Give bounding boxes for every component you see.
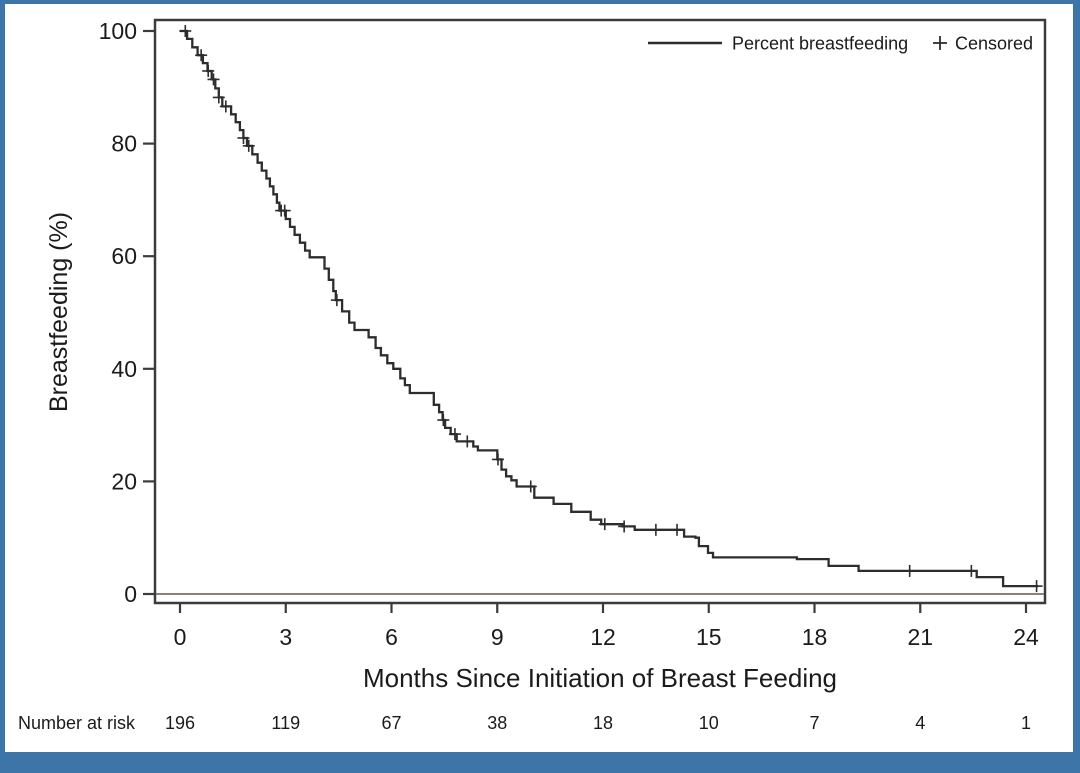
x-tick-label: 15 xyxy=(696,624,722,650)
censored-plus-icon xyxy=(933,36,947,50)
axes-layer: 0 3 6 9 12 15 18 21 24 0 20 40 60 80 100 xyxy=(99,18,1047,650)
censor-mark xyxy=(219,100,232,113)
number-at-risk-label: Number at risk xyxy=(18,713,136,733)
censor-mark xyxy=(195,49,208,62)
y-tick-label: 40 xyxy=(111,356,137,382)
y-tick-label: 100 xyxy=(99,18,137,44)
x-tick-label: 18 xyxy=(802,624,828,650)
x-tick-label: 6 xyxy=(385,624,398,650)
y-tick-label: 80 xyxy=(111,131,137,157)
censor-mark xyxy=(278,204,291,217)
censor-mark xyxy=(212,91,225,104)
number-at-risk-layer: 196 119 67 38 18 10 7 4 1 xyxy=(165,713,1031,733)
at-risk-value: 67 xyxy=(381,713,401,733)
censor-mark xyxy=(524,480,537,493)
censor-mark xyxy=(598,518,611,531)
x-tick-label: 0 xyxy=(174,624,187,650)
censor-mark xyxy=(671,523,684,536)
censor-mark xyxy=(237,131,250,144)
censor-mark xyxy=(448,428,461,441)
censor-mark xyxy=(903,564,916,577)
censor-mark xyxy=(965,564,978,577)
censor-mark xyxy=(461,435,474,448)
curve-layer xyxy=(179,25,1043,593)
x-tick-label: 12 xyxy=(590,624,616,650)
x-tick-label: 21 xyxy=(907,624,933,650)
censor-mark xyxy=(437,414,450,427)
censor-mark xyxy=(242,139,255,152)
km-curve xyxy=(180,29,1039,588)
y-tick-label: 0 xyxy=(124,581,137,607)
x-tick-label: 9 xyxy=(491,624,504,650)
y-tick-label: 20 xyxy=(111,468,137,494)
censor-mark xyxy=(1030,580,1043,593)
at-risk-value: 1 xyxy=(1021,713,1031,733)
censor-mark xyxy=(207,73,220,86)
plot-frame xyxy=(153,18,1047,605)
border-left xyxy=(0,0,5,773)
at-risk-value: 7 xyxy=(809,713,819,733)
censor-mark xyxy=(491,453,504,466)
at-risk-value: 119 xyxy=(271,713,300,733)
censor-mark xyxy=(202,64,215,77)
at-risk-value: 196 xyxy=(165,713,195,733)
x-axis-title: Months Since Initiation of Breast Feedin… xyxy=(363,663,837,693)
censor-mark xyxy=(179,25,192,37)
border-right xyxy=(1073,0,1080,773)
at-risk-value: 10 xyxy=(699,713,719,733)
censor-mark xyxy=(618,520,631,533)
legend: Percent breastfeeding Censored xyxy=(648,34,1033,54)
censor-mark xyxy=(330,294,343,307)
y-tick-label: 60 xyxy=(111,243,137,269)
bottom-blue-bar xyxy=(0,752,1080,773)
legend-series-label: Percent breastfeeding xyxy=(732,34,908,54)
x-tick-label: 3 xyxy=(279,624,292,650)
at-risk-value: 38 xyxy=(487,713,507,733)
censor-mark xyxy=(649,523,662,536)
y-axis-title: Breastfeeding (%) xyxy=(45,212,73,412)
border-top xyxy=(0,0,1080,4)
at-risk-value: 4 xyxy=(915,713,925,733)
at-risk-value: 18 xyxy=(593,713,613,733)
legend-censored-label: Censored xyxy=(955,34,1033,54)
x-tick-label: 24 xyxy=(1013,624,1039,650)
